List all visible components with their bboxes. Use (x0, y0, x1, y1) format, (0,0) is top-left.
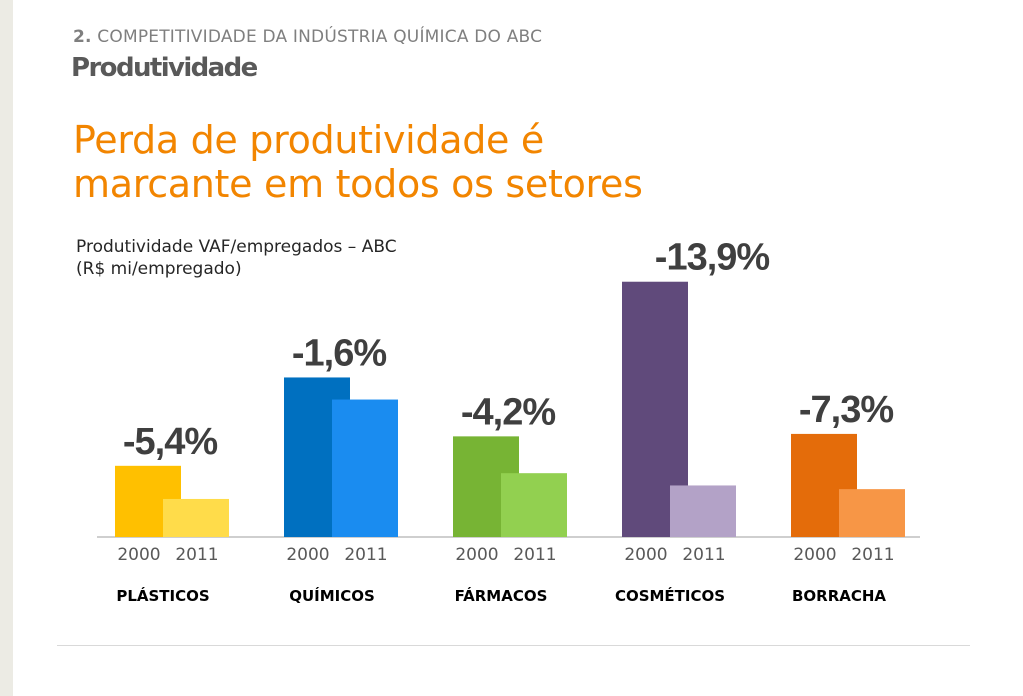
year-label-quimicos-2000: 2000 (286, 545, 329, 565)
year-label-borracha-2011: 2011 (851, 545, 894, 565)
category-label-cosmeticos: COSMÉTICOS (615, 586, 725, 605)
bar-borracha-2011 (839, 489, 905, 537)
year-label-plasticos-2011: 2011 (175, 545, 218, 565)
left-decorative-strip (0, 0, 13, 696)
footer-divider (57, 645, 970, 646)
page-title: Perda de produtividade é marcante em tod… (73, 118, 643, 206)
change-label-cosmeticos: -13,9% (655, 237, 770, 279)
page-subtitle: Produtividade (71, 53, 258, 83)
page-title-line-2: marcante em todos os setores (73, 162, 643, 206)
year-label-plasticos-2000: 2000 (117, 545, 160, 565)
change-label-farmacos: -4,2% (461, 391, 555, 433)
category-label-quimicos: QUÍMICOS (289, 586, 375, 605)
section-title: COMPETITIVIDADE DA INDÚSTRIA QUÍMICA DO … (97, 27, 543, 47)
bar-plasticos-2011 (163, 498, 229, 537)
year-label-borracha-2000: 2000 (793, 545, 836, 565)
category-label-plasticos: PLÁSTICOS (116, 586, 209, 605)
year-label-farmacos-2000: 2000 (455, 545, 498, 565)
change-label-plasticos: -5,4% (123, 421, 217, 463)
year-label-farmacos-2011: 2011 (513, 545, 556, 565)
bar-farmacos-2011 (501, 473, 567, 537)
year-label-cosmeticos-2011: 2011 (682, 545, 725, 565)
change-label-borracha: -7,3% (799, 389, 893, 431)
year-label-quimicos-2011: 2011 (344, 545, 387, 565)
chart-title: Produtividade VAF/empregados – ABC (R$ m… (76, 236, 397, 280)
change-label-quimicos: -1,6% (292, 332, 386, 374)
page-title-line-1: Perda de produtividade é (73, 118, 544, 162)
bar-quimicos-2011 (332, 399, 398, 537)
category-label-borracha: BORRACHA (792, 587, 886, 605)
section-number: 2. (73, 27, 92, 47)
section-heading: 2. COMPETITIVIDADE DA INDÚSTRIA QUÍMICA … (73, 27, 542, 47)
category-label-farmacos: FÁRMACOS (455, 586, 548, 605)
year-label-cosmeticos-2000: 2000 (624, 545, 667, 565)
bar-cosmeticos-2011 (670, 485, 736, 537)
chart-title-text: Produtividade VAF/empregados – ABC (76, 237, 397, 257)
chart-unit-label: (R$ mi/empregado) (76, 259, 242, 279)
